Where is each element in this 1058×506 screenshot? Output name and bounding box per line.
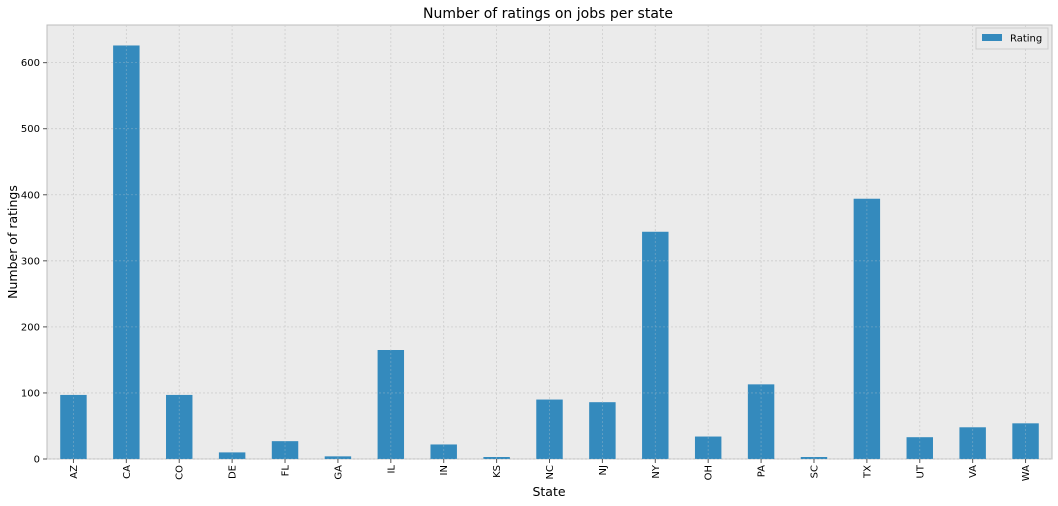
x-tick-label: NC: [545, 465, 556, 479]
bar-ca: [113, 45, 140, 459]
x-tick-label: WA: [1021, 465, 1032, 481]
x-tick-label: KS: [492, 465, 503, 478]
x-tick-label: CO: [175, 465, 186, 480]
y-tick-label: 100: [21, 388, 40, 399]
bar-wa: [1012, 423, 1039, 459]
x-axis-label: State: [532, 484, 565, 499]
x-tick-label: NY: [651, 464, 662, 478]
bar-ny: [642, 231, 669, 459]
bars: [60, 45, 1039, 459]
bar-az: [60, 394, 87, 459]
bar-ut: [906, 437, 933, 459]
x-tick-label: AZ: [69, 465, 80, 479]
bar-in: [430, 444, 457, 459]
legend: Rating: [975, 27, 1049, 50]
grid-overlay: [47, 25, 1052, 460]
bar-il: [377, 350, 405, 459]
chart-title: Number of ratings on jobs per state: [423, 6, 673, 22]
bar-ks: [483, 457, 510, 459]
x-tick-label: IN: [439, 465, 450, 475]
y-axis-ticks: 0 100 200 300 400 500 600: [21, 58, 47, 466]
bar-nc: [536, 399, 563, 459]
y-tick-label: 400: [21, 190, 40, 201]
x-tick-label: GA: [333, 465, 344, 480]
bar-oh: [694, 436, 722, 459]
x-tick-label: DE: [228, 465, 239, 479]
x-tick-label: SC: [809, 465, 820, 478]
legend-label: Rating: [1010, 34, 1042, 45]
bar-fl: [271, 441, 299, 459]
bar-sc: [800, 457, 828, 459]
x-tick-label: NJ: [598, 465, 609, 475]
y-tick-label: 0: [34, 455, 40, 466]
x-axis-ticks: AZ CA CO DE FL GA IL IN KS NC NJ NY OH PA SC TX UT VA WA: [69, 459, 1032, 481]
y-tick-label: 300: [21, 256, 40, 267]
x-tick-label: PA: [757, 465, 768, 477]
legend-swatch: [982, 34, 1002, 41]
bar-nj: [589, 402, 616, 459]
bar-ga: [324, 456, 352, 459]
bar-pa: [747, 384, 775, 459]
bar-va: [959, 427, 986, 459]
x-tick-label: TX: [862, 465, 873, 479]
y-axis-label: Number of ratings: [5, 185, 20, 299]
x-tick-label: OH: [704, 465, 715, 480]
y-tick-label: 200: [21, 322, 40, 333]
bar-co: [166, 394, 193, 459]
bar-tx: [853, 198, 881, 459]
bar-de: [218, 452, 246, 459]
x-tick-label: VA: [968, 465, 979, 478]
legend-box: [975, 27, 1049, 50]
x-tick-label: UT: [915, 464, 926, 478]
x-tick-label: IL: [386, 465, 397, 474]
y-tick-label: 600: [21, 58, 40, 69]
x-tick-label: FL: [281, 465, 292, 477]
x-tick-label: CA: [122, 465, 133, 479]
y-tick-label: 500: [21, 124, 40, 135]
